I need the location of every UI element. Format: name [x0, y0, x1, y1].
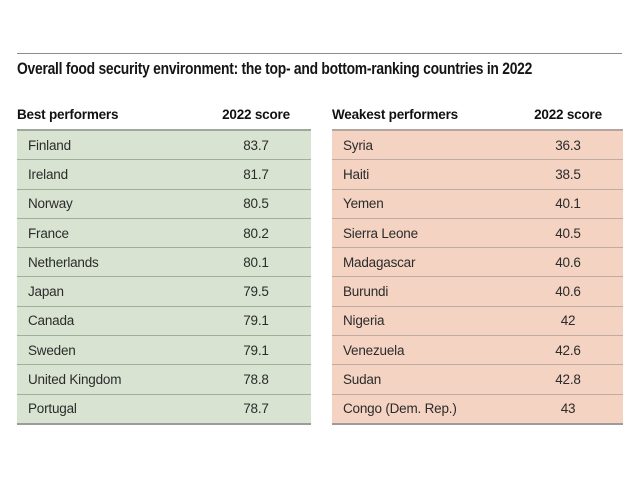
chart-title: Overall food security environment: the t…: [17, 60, 533, 78]
table-row: United Kingdom 78.8: [17, 364, 311, 393]
country-name: France: [28, 225, 69, 241]
country-score: 81.7: [243, 166, 269, 182]
weakest-performers-header: Weakest performers 2022 score: [332, 100, 623, 129]
country-name: Japan: [28, 284, 64, 300]
table-row: Nigeria 42: [332, 305, 623, 335]
country-score: 42.8: [555, 372, 581, 388]
table-row: Netherlands 80.1: [17, 247, 311, 276]
weakest-performers-table: Syria 36.3 Haiti 38.5 Yemen 40.1 Sierra …: [332, 129, 623, 425]
country-score: 80.1: [243, 254, 269, 270]
country-score: 80.5: [243, 196, 269, 212]
country-name: Congo (Dem. Rep.): [343, 401, 457, 417]
country-name: Finland: [28, 137, 71, 153]
country-name: Canada: [28, 313, 75, 329]
table-row: Japan 79.5: [17, 276, 311, 305]
country-score: 42: [560, 313, 576, 329]
country-score: 83.7: [243, 137, 269, 153]
country-score: 36.3: [555, 137, 581, 153]
top-rule-divider: [17, 53, 622, 54]
country-name: Sierra Leone: [343, 225, 418, 241]
country-name: Venezuela: [343, 342, 405, 358]
country-score: 80.2: [243, 225, 269, 241]
country-name: Portugal: [28, 401, 77, 417]
best-performers-header: Best performers 2022 score: [17, 100, 311, 129]
table-row: Portugal 78.7: [17, 393, 311, 423]
country-score: 40.6: [555, 284, 581, 300]
country-score: 40.1: [555, 196, 581, 212]
country-score: 79.1: [243, 342, 269, 358]
weakest-score-column-heading: 2022 score: [534, 107, 602, 122]
table-row: France 80.2: [17, 217, 311, 247]
table-row: Sweden 79.1: [17, 335, 311, 364]
country-name: Netherlands: [28, 254, 99, 270]
country-name: Norway: [28, 196, 73, 212]
country-name: Madagascar: [343, 254, 416, 270]
table-row: Finland 83.7: [17, 131, 311, 159]
best-performers-heading: Best performers: [17, 107, 119, 122]
country-score: 43: [560, 401, 576, 417]
country-name: Sweden: [28, 342, 76, 358]
best-performers-table: Finland 83.7 Ireland 81.7 Norway 80.5 Fr…: [17, 129, 311, 425]
best-score-column-heading: 2022 score: [222, 107, 290, 122]
country-score: 40.5: [555, 225, 581, 241]
country-name: Yemen: [343, 196, 384, 212]
table-row: Burundi 40.6: [332, 276, 623, 305]
table-row: Venezuela 42.6: [332, 335, 623, 364]
table-row: Sudan 42.8: [332, 364, 623, 393]
country-score: 78.7: [243, 401, 269, 417]
country-score: 79.1: [243, 313, 269, 329]
country-name: Syria: [343, 137, 373, 153]
country-score: 79.5: [243, 284, 269, 300]
table-row: Canada 79.1: [17, 305, 311, 335]
country-name: Burundi: [343, 284, 389, 300]
weakest-performers-heading: Weakest performers: [332, 107, 458, 122]
table-row: Haiti 38.5: [332, 159, 623, 188]
table-row: Congo (Dem. Rep.) 43: [332, 393, 623, 423]
country-score: 38.5: [555, 166, 581, 182]
country-name: United Kingdom: [28, 372, 122, 388]
country-name: Ireland: [28, 166, 68, 182]
table-row: Syria 36.3: [332, 131, 623, 159]
country-score: 40.6: [555, 254, 581, 270]
table-row: Madagascar 40.6: [332, 247, 623, 276]
country-name: Sudan: [343, 372, 382, 388]
table-row: Sierra Leone 40.5: [332, 217, 623, 247]
country-score: 78.8: [243, 372, 269, 388]
country-name: Nigeria: [343, 313, 385, 329]
best-performers-panel: Best performers 2022 score Finland 83.7 …: [17, 100, 311, 425]
weakest-performers-panel: Weakest performers 2022 score Syria 36.3…: [332, 100, 623, 425]
country-score: 42.6: [555, 342, 581, 358]
table-row: Norway 80.5: [17, 188, 311, 218]
table-row: Ireland 81.7: [17, 159, 311, 188]
table-row: Yemen 40.1: [332, 188, 623, 218]
country-name: Haiti: [343, 166, 370, 182]
